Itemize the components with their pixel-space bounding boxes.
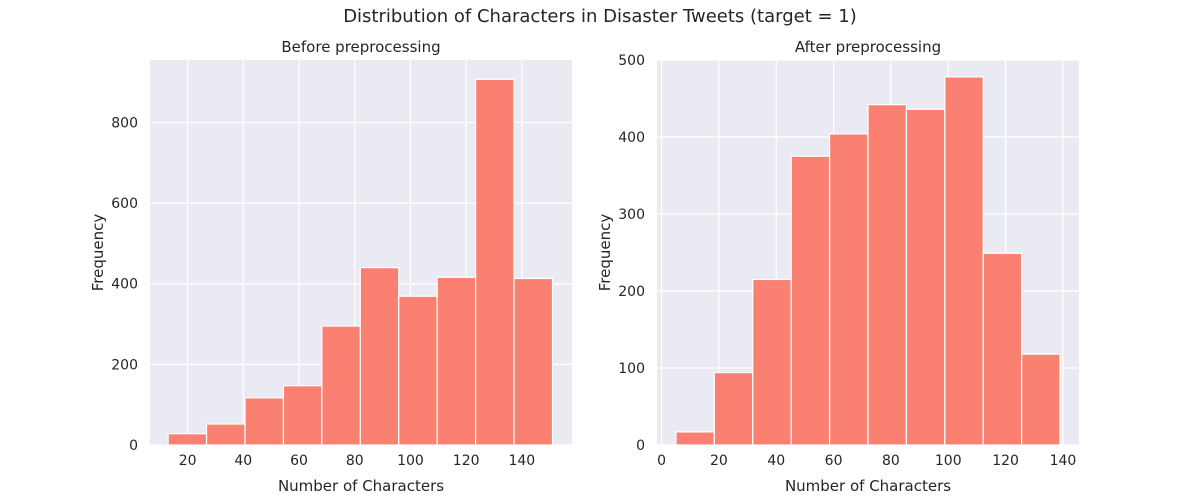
panel1-histogram-bar [475,78,515,446]
panel2-x-tick-label: 40 [767,453,785,469]
panel1-histogram-bar [244,397,285,446]
panel2-x-axis-label: Number of Characters [785,477,951,495]
panel1-histogram-bar [205,423,246,446]
panel1-histogram-bar [436,276,477,446]
panel1-y-tick-label: 800 [111,115,138,131]
panel2-title: After preprocessing [795,38,941,56]
panel1-y-tick-label: 400 [111,277,138,293]
panel2-histogram-bar [828,133,869,446]
panel1-y-tick-label: 200 [111,357,138,373]
panel1-x-tick-label: 40 [234,453,252,469]
panel2-x-tick-label: 120 [992,453,1019,469]
panel1-y-axis-label: Frequency [89,214,107,292]
panel2-y-tick-label: 0 [636,438,645,454]
figure-title: Distribution of Characters in Disaster T… [343,6,857,27]
panel1-x-tick-label: 80 [346,453,364,469]
panel2-x-tick-label: 60 [825,453,843,469]
panel2-x-tick-label: 0 [657,453,666,469]
panel1-y-tick-label: 600 [111,196,138,212]
panel2-histogram-bar [790,155,831,446]
panel2-y-tick-label: 400 [618,130,645,146]
panel2-histogram-bar [1021,353,1061,446]
panel1-x-axis-label: Number of Characters [278,477,444,495]
panel2-x-tick-label: 100 [935,453,962,469]
panel1-histogram-bar [167,433,208,446]
panel2-histogram-bar [982,252,1023,446]
panel2-histogram-bar [752,278,792,446]
panel1-x-tick-label: 100 [397,453,424,469]
panel2-histogram-bar [675,431,715,446]
panel1-histogram-bar [321,325,361,446]
panel2-x-tick-label: 140 [1050,453,1077,469]
panel2-y-tick-label: 500 [618,53,645,69]
panel1-title: Before preprocessing [281,38,440,56]
panel1-histogram-bar [398,295,438,446]
panel1-histogram-bar [359,267,400,446]
panel1-x-tick-label: 60 [290,453,308,469]
panel2-x-tick-label: 80 [882,453,900,469]
panel2-y-tick-label: 100 [618,361,645,377]
panel1-y-tick-label: 0 [129,438,138,454]
panel2-x-tick-label: 20 [710,453,728,469]
panel2-y-axis-label: Frequency [596,214,614,292]
panel2-histogram-bar [944,76,984,446]
panel2-histogram-bar [867,104,908,446]
panel1-x-tick-label: 20 [179,453,197,469]
panel1-histogram-bar [513,277,554,446]
panel2-y-tick-label: 300 [618,207,645,223]
panel2-histogram-bar [905,108,946,446]
panel1-histogram-bar [282,385,323,446]
panel1-x-tick-label: 140 [508,453,535,469]
panel2-y-tick-label: 200 [618,284,645,300]
panel1-x-tick-label: 120 [453,453,480,469]
panel2-histogram-bar [713,372,754,446]
